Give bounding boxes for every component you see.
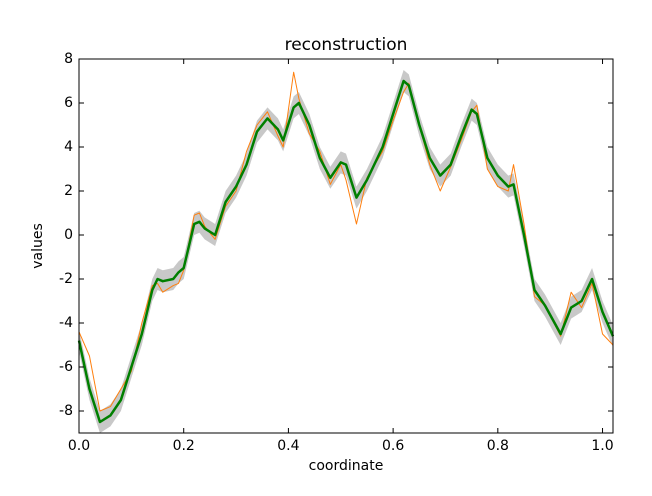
x-tick-label: 0.0 <box>68 438 90 454</box>
data-line <box>77 79 615 424</box>
data-line <box>78 71 614 412</box>
x-tick-label: 0.4 <box>277 438 299 454</box>
y-tick-label: 8 <box>64 51 73 67</box>
y-tick-label: -6 <box>59 359 73 375</box>
y-tick-label: -2 <box>59 271 73 287</box>
x-axis-label: coordinate <box>309 458 384 474</box>
x-tick-label: 0.6 <box>382 438 404 454</box>
y-axis-label: values <box>30 223 46 269</box>
x-tick-label: 1.0 <box>591 438 613 454</box>
chart-title: reconstruction <box>285 35 408 55</box>
plot-frame <box>78 58 614 434</box>
y-tick-label: -4 <box>59 315 73 331</box>
y-tick-label: -8 <box>59 403 73 419</box>
y-tick-label: 4 <box>64 139 73 155</box>
confidence-band <box>79 70 613 433</box>
y-tick-label: 6 <box>64 95 73 111</box>
y-tick-label: 2 <box>64 183 73 199</box>
x-tick-label: 0.2 <box>173 438 195 454</box>
x-tick-label: 0.8 <box>487 438 509 454</box>
y-tick-label: 0 <box>64 227 73 243</box>
